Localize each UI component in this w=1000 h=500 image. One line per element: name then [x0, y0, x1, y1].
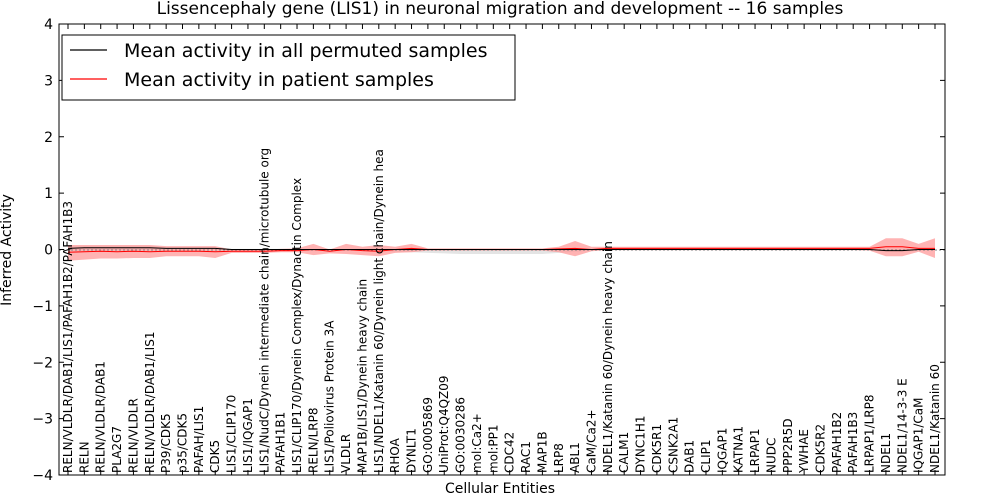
legend-label-permuted: Mean activity in all permuted samples [124, 40, 487, 62]
x-tick-label: NDEL1/Katanin 60/Dynein heavy chain [601, 241, 615, 473]
x-tick-label: KATNA1 [732, 426, 746, 473]
x-tick-label: ABL1 [568, 442, 582, 473]
x-tick-label: CaM/Ca2+ [585, 409, 599, 473]
x-tick-label: LIS1/CLIP170/Dynein Complex/Dynactin Com… [290, 178, 304, 473]
x-tick-label: CDK5R2 [814, 424, 828, 473]
x-tick-label: NUDC [764, 438, 778, 473]
x-tick-label: CDC42 [503, 432, 517, 473]
x-axis: RELN/VLDLR/DAB1/LIS1/PAFAH1B2/PAFAH1B3 RE… [61, 24, 942, 475]
x-tick-label: PAFAH1B2 [830, 412, 844, 473]
x-tick-label: LRPAP1 [748, 428, 762, 473]
x-tick-label: IQGAP1 [715, 428, 729, 473]
x-tick-label: MAP1B [535, 431, 549, 473]
plot-frame [58, 23, 946, 476]
legend-label-patient: Mean activity in patient samples [124, 69, 434, 91]
x-tick-label: PAFAH1B3 [846, 412, 860, 473]
series-line-permuted [67, 247, 935, 252]
x-tick-label: GO:0005869 [421, 397, 435, 473]
x-tick-label: PAFAH/LIS1 [192, 406, 206, 473]
x-tick-label: NDEL1 [879, 433, 893, 473]
x-tick-label: mol:Ca2+ [470, 413, 484, 473]
x-tick-label: LIS1/Poliovirus Protein 3A [323, 320, 337, 473]
x-tick-label: RELN/VLDLR/DAB1 [94, 361, 108, 473]
x-tick-label: CSNK2A1 [666, 417, 680, 473]
x-tick-label: DYNLT1 [405, 428, 419, 473]
x-tick-label: VLDLR [339, 434, 353, 473]
x-tick-label: UniProt:Q4QZ09 [437, 375, 451, 473]
y-tick-label: 0 [44, 243, 53, 259]
x-tick-label: LRP8 [552, 443, 566, 473]
y-tick-label: 1 [44, 186, 53, 202]
x-tick-label: DAB1 [683, 440, 697, 473]
y-tick-label: 3 [44, 73, 53, 89]
x-axis-label: Cellular Entities [445, 481, 555, 497]
legend-box [61, 34, 516, 101]
chart-title: Lissencephaly gene (LIS1) in neuronal mi… [157, 0, 844, 19]
x-tick-label: RELN [77, 441, 91, 473]
x-tick-label: PAFAH1B1 [274, 412, 288, 473]
y-axis-label: Inferred Activity [0, 194, 15, 306]
y-tick-label: 2 [44, 130, 53, 146]
x-tick-label: LIS1/NudC/Dynein intermediate chain/micr… [257, 148, 271, 473]
x-tick-label: RELN/LRP8 [306, 407, 320, 473]
x-tick-label: LIS1/CLIP170 [225, 395, 239, 473]
plot-contents [59, 238, 945, 261]
x-tick-label: mol:PP1 [486, 424, 500, 473]
y-tick-label: −2 [32, 355, 53, 371]
x-tick-label: MAP1B/LIS1/Dynein heavy chain [356, 279, 370, 473]
x-tick-label: PLA2G7 [110, 426, 124, 473]
x-tick-label: CALM1 [617, 432, 631, 473]
x-tick-label: p35/CDK5 [176, 413, 190, 473]
x-tick-label: LIS1/NDEL1/Katanin 60/Dynein light chain… [372, 149, 386, 473]
x-tick-label: RELN/VLDLR/DAB1/LIS1/PAFAH1B2/PAFAH1B3 [61, 201, 75, 473]
x-tick-label: LIS1/IQGAP1 [241, 398, 255, 473]
x-tick-label: CDK5 [208, 440, 222, 473]
legend: Mean activity in all permuted samples Me… [61, 34, 516, 101]
series-lines [67, 246, 935, 253]
y-axis: −4 −3 −2 −1 0 1 2 3 4 [32, 17, 945, 484]
x-tick-label: CLIP1 [699, 440, 713, 473]
x-tick-label: NDEL1/Katanin 60 [928, 364, 942, 473]
x-tick-label: RAC1 [519, 441, 533, 473]
x-tick-label: IQGAP1/CaM [912, 398, 926, 474]
y-tick-label: −1 [32, 299, 53, 315]
x-tick-label: PPP2R5D [781, 418, 795, 473]
x-tick-label: RELN/VLDLR/DAB1/LIS1 [143, 332, 157, 473]
x-tick-label: CDK5R1 [650, 424, 664, 473]
x-tick-label: GO:0030286 [454, 397, 468, 473]
x-tick-label: RELN/VLDLR [126, 398, 140, 473]
x-tick-label: YWHAE [797, 429, 811, 474]
y-tick-label: −4 [32, 468, 53, 484]
x-tick-label: RHOA [388, 437, 402, 473]
x-tick-label: P39/CDK5 [159, 413, 173, 473]
y-tick-label: −3 [32, 412, 53, 428]
y-tick-label: 4 [44, 17, 53, 33]
x-tick-label: DYNC1H1 [634, 415, 648, 473]
x-tick-label: LRPAP1/LRP8 [863, 394, 877, 473]
x-tick-label: NDEL1/14-3-3 E [895, 378, 909, 473]
